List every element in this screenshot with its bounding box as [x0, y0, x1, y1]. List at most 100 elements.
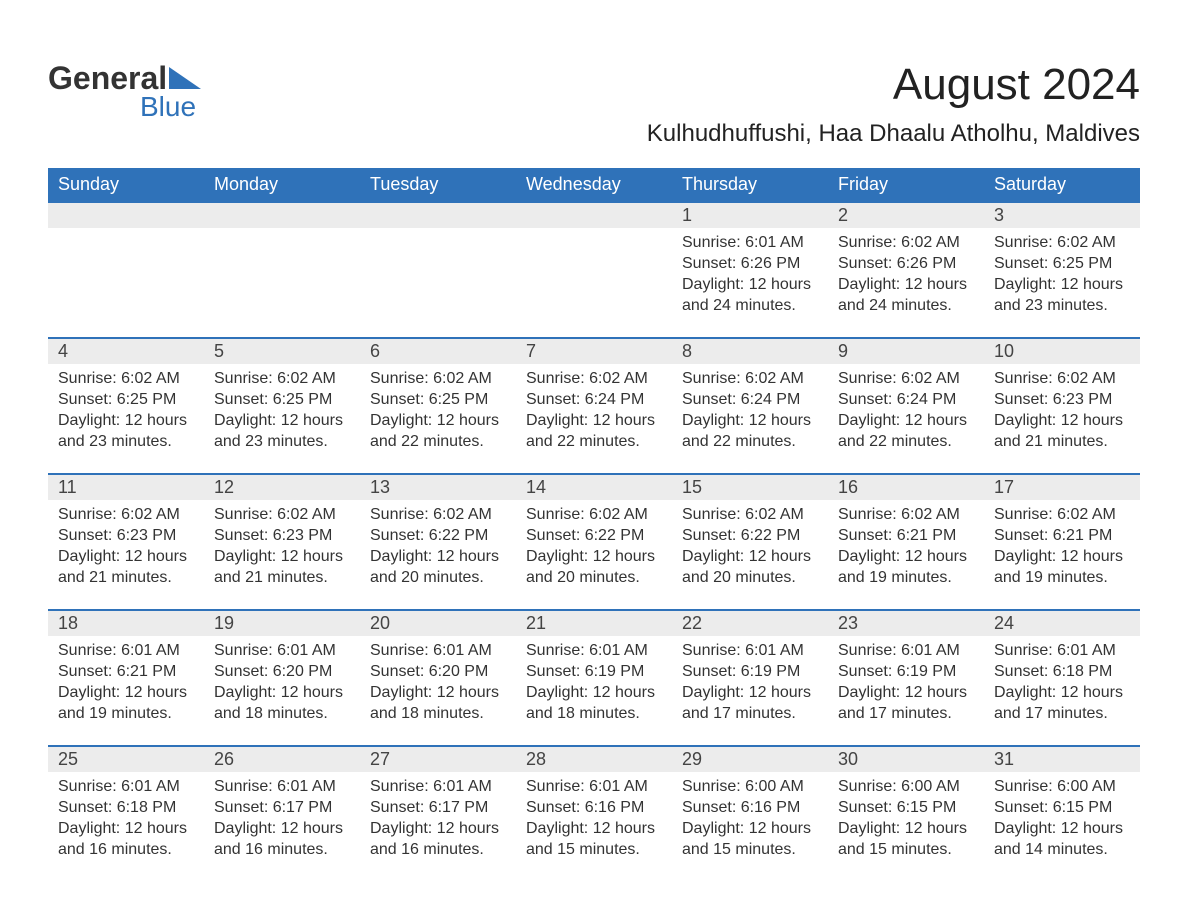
sunrise-text: Sunrise: 6:01 AM	[214, 640, 350, 661]
calendar-day-cell: 20Sunrise: 6:01 AMSunset: 6:20 PMDayligh…	[360, 610, 516, 746]
calendar-week-row: 18 Sunrise: 6:01 AM Sunset: 6:21 PM Dayligh…	[48, 610, 1140, 746]
daylight-text: Daylight: 12 hours and 18 minutes.	[526, 682, 662, 724]
sunrise-text: Sunrise: 6:01 AM	[838, 640, 974, 661]
sunset-text: Sunset: 6:17 PM	[370, 797, 506, 818]
daylight-text: Daylight: 12 hours and 15 minutes.	[526, 818, 662, 860]
calendar-day-cell	[360, 202, 516, 338]
calendar-day-cell: 10Sunrise: 6:02 AMSunset: 6:23 PMDayligh…	[984, 338, 1140, 474]
sunset-text: Sunset: 6:21 PM	[58, 661, 194, 682]
calendar-body: 1Sunrise: 6:01 AMSunset: 6:26 PMDaylight…	[48, 202, 1140, 882]
calendar-day-cell: 25Sunrise: 6:01 AMSunset: 6:18 PMDayligh…	[48, 746, 204, 882]
daylight-text: Daylight: 12 hours and 18 minutes.	[214, 682, 350, 724]
calendar-day-cell: 26Sunrise: 6:01 AMSunset: 6:17 PMDayligh…	[204, 746, 360, 882]
day-number: 5	[204, 339, 360, 364]
sunrise-text: Sunrise: 6:02 AM	[682, 504, 818, 525]
sunrise-text: Sunrise: 6:01 AM	[370, 776, 506, 797]
daylight-text: Daylight: 12 hours and 20 minutes.	[682, 546, 818, 588]
calendar-day-cell: 8Sunrise: 6:02 AMSunset: 6:24 PMDaylight…	[672, 338, 828, 474]
calendar-day-cell: 13 Sunrise: 6:02 AMSunset: 6:22 PMDayligh…	[360, 474, 516, 610]
day-number: 15	[672, 475, 828, 500]
day-number: 24	[984, 611, 1140, 636]
sunrise-text: Sunrise: 6:01 AM	[682, 640, 818, 661]
calendar-table: SundayMondayTuesdayWednesdayThursdayFrid…	[48, 168, 1140, 882]
calendar-day-cell: 18Sunrise: 6:01 AMSunset: 6:21 PMDayligh…	[48, 610, 204, 746]
sunrise-text: Sunrise: 6:02 AM	[214, 504, 350, 525]
sunrise-text: Sunrise: 6:01 AM	[682, 232, 818, 253]
sunrise-text: Sunrise: 6:02 AM	[994, 232, 1130, 253]
calendar-day-cell: 14Sunrise: 6:02 AMSunset: 6:22 PMDayligh…	[516, 474, 672, 610]
calendar-day-cell: 5Sunrise: 6:02 AMSunset: 6:25 PMDaylight…	[204, 338, 360, 474]
day-number: 22	[672, 611, 828, 636]
calendar-day-cell: 9Sunrise: 6:02 AMSunset: 6:24 PMDaylight…	[828, 338, 984, 474]
sunset-text: Sunset: 6:18 PM	[58, 797, 194, 818]
daylight-text: Daylight: 12 hours and 22 minutes.	[838, 410, 974, 452]
calendar-day-cell: 15Sunrise: 6:02 AMSunset: 6:22 PMDayligh…	[672, 474, 828, 610]
day-header: Thursday	[672, 168, 828, 202]
day-header: Monday	[204, 168, 360, 202]
day-number: 18	[48, 611, 204, 636]
sunset-text: Sunset: 6:26 PM	[682, 253, 818, 274]
daylight-text: Daylight: 12 hours and 18 minutes.	[370, 682, 506, 724]
day-number: 26	[204, 747, 360, 772]
day-details: Sunrise: 6:02 AMSunset: 6:23 PMDaylight:…	[984, 364, 1140, 458]
sunset-text: Sunset: 6:18 PM	[994, 661, 1130, 682]
sunrise-text: Sunrise: 6:02 AM	[994, 368, 1130, 389]
calendar-day-cell: 22Sunrise: 6:01 AMSunset: 6:19 PMDayligh…	[672, 610, 828, 746]
daylight-text: Daylight: 12 hours and 19 minutes.	[838, 546, 974, 588]
calendar-day-cell: 29Sunrise: 6:00 AMSunset: 6:16 PMDayligh…	[672, 746, 828, 882]
day-details: Sunrise: 6:02 AMSunset: 6:23 PMDaylight:…	[48, 500, 204, 594]
day-number: 3	[984, 203, 1140, 228]
daylight-text: Daylight: 12 hours and 17 minutes.	[994, 682, 1130, 724]
day-number: 9	[828, 339, 984, 364]
sunrise-text: Sunrise: 6:01 AM	[58, 776, 194, 797]
calendar-day-cell: 28Sunrise: 6:01 AMSunset: 6:16 PMDayligh…	[516, 746, 672, 882]
sunrise-text: Sunrise: 6:01 AM	[526, 640, 662, 661]
logo-word-2: Blue	[140, 91, 201, 123]
daylight-text: Daylight: 12 hours and 16 minutes.	[370, 818, 506, 860]
sunrise-text: Sunrise: 6:02 AM	[58, 368, 194, 389]
day-details: Sunrise: 6:01 AMSunset: 6:19 PMDaylight:…	[828, 636, 984, 730]
day-number: 13	[360, 475, 516, 500]
calendar-day-cell: 30Sunrise: 6:00 AMSunset: 6:15 PMDayligh…	[828, 746, 984, 882]
calendar-day-cell	[48, 202, 204, 338]
day-header: Friday	[828, 168, 984, 202]
sunset-text: Sunset: 6:24 PM	[682, 389, 818, 410]
daylight-text: Daylight: 12 hours and 16 minutes.	[214, 818, 350, 860]
daylight-text: Daylight: 12 hours and 20 minutes.	[370, 546, 506, 588]
sunrise-text: Sunrise: 6:01 AM	[994, 640, 1130, 661]
day-details: Sunrise: 6:01 AMSunset: 6:17 PMDaylight:…	[204, 772, 360, 866]
day-number: 17	[984, 475, 1140, 500]
title-block: August 2024 Kulhudhuffushi, Haa Dhaalu A…	[647, 60, 1140, 160]
calendar-day-cell: 12Sunrise: 6:02 AMSunset: 6:23 PMDayligh…	[204, 474, 360, 610]
calendar-header-row: SundayMondayTuesdayWednesdayThursdayFrid…	[48, 168, 1140, 202]
day-number-empty	[516, 203, 672, 228]
day-details: Sunrise: 6:02 AMSunset: 6:25 PMDaylight:…	[204, 364, 360, 458]
day-number: 29	[672, 747, 828, 772]
sunrise-text: Sunrise: 6:02 AM	[370, 504, 506, 525]
sunset-text: Sunset: 6:23 PM	[994, 389, 1130, 410]
sunset-text: Sunset: 6:25 PM	[994, 253, 1130, 274]
calendar-day-cell	[204, 202, 360, 338]
sunset-text: Sunset: 6:22 PM	[370, 525, 506, 546]
sunrise-text: Sunrise: 6:02 AM	[214, 368, 350, 389]
daylight-text: Daylight: 12 hours and 15 minutes.	[682, 818, 818, 860]
day-number: 6	[360, 339, 516, 364]
sunset-text: Sunset: 6:16 PM	[526, 797, 662, 818]
sunset-text: Sunset: 6:21 PM	[994, 525, 1130, 546]
day-details: Sunrise: 6:01 AMSunset: 6:17 PMDaylight:…	[360, 772, 516, 866]
daylight-text: Daylight: 12 hours and 17 minutes.	[838, 682, 974, 724]
sunset-text: Sunset: 6:24 PM	[838, 389, 974, 410]
day-details: Sunrise: 6:02 AMSunset: 6:21 PMDaylight:…	[984, 500, 1140, 594]
day-number: 1	[672, 203, 828, 228]
sunset-text: Sunset: 6:19 PM	[682, 661, 818, 682]
calendar-day-cell: 17Sunrise: 6:02 AMSunset: 6:21 PMDayligh…	[984, 474, 1140, 610]
sunset-text: Sunset: 6:19 PM	[838, 661, 974, 682]
sunrise-text: Sunrise: 6:02 AM	[682, 368, 818, 389]
sunset-text: Sunset: 6:25 PM	[214, 389, 350, 410]
sunset-text: Sunset: 6:25 PM	[370, 389, 506, 410]
calendar-day-cell: 1Sunrise: 6:01 AMSunset: 6:26 PMDaylight…	[672, 202, 828, 338]
sunset-text: Sunset: 6:21 PM	[838, 525, 974, 546]
sunset-text: Sunset: 6:15 PM	[994, 797, 1130, 818]
calendar-day-cell: 27Sunrise: 6:01 AMSunset: 6:17 PMDayligh…	[360, 746, 516, 882]
day-number: 25	[48, 747, 204, 772]
